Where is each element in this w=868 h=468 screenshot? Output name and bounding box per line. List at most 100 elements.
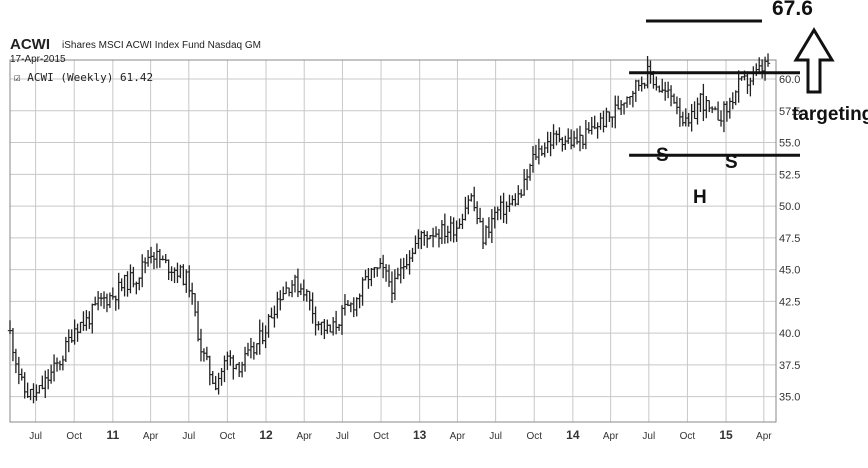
- price-bar: [689, 103, 694, 132]
- price-bar: [469, 193, 474, 202]
- price-bar: [19, 368, 24, 381]
- left-shoulder-label: S: [656, 145, 669, 166]
- price-bar: [721, 101, 727, 133]
- price-bar: [310, 292, 315, 324]
- price-bar: [375, 267, 380, 277]
- gridlines: [10, 60, 776, 422]
- price-bar: [198, 328, 204, 362]
- up-arrow-icon: [793, 27, 835, 94]
- price-bar: [442, 213, 448, 244]
- price-bar: [463, 196, 468, 221]
- price-bar: [751, 66, 756, 86]
- y-tick-label: 52.5: [779, 169, 800, 181]
- right-shoulder-label: S: [725, 152, 738, 173]
- x-tick-label: Jul: [489, 431, 502, 442]
- price-bar: [498, 195, 503, 220]
- price-bar: [698, 93, 703, 113]
- price-bar: [504, 201, 509, 224]
- price-bar: [677, 97, 683, 127]
- price-bar: [128, 264, 133, 294]
- price-bar: [401, 257, 406, 280]
- price-bar: [730, 92, 735, 110]
- price-bar: [110, 287, 116, 300]
- price-bar: [248, 337, 254, 359]
- price-bar: [84, 310, 89, 331]
- price-bar: [289, 280, 295, 298]
- price-bar: [483, 225, 489, 246]
- x-tick-label: Jul: [182, 431, 195, 442]
- plot-frame: [9, 59, 777, 423]
- price-bar: [516, 185, 521, 206]
- price-bar: [175, 262, 180, 284]
- price-bar: [457, 218, 462, 229]
- price-bar: [95, 291, 101, 311]
- price-bar: [119, 278, 124, 292]
- price-bar: [701, 83, 706, 122]
- price-bar: [16, 356, 22, 385]
- price-bar: [439, 220, 445, 245]
- price-bar: [433, 226, 439, 238]
- price-bar: [495, 206, 500, 221]
- price-bar: [466, 195, 471, 215]
- price-bar: [595, 122, 600, 139]
- price-bar: [78, 321, 83, 334]
- price-bar: [519, 189, 524, 198]
- price-bar: [45, 369, 51, 390]
- price-bar: [125, 271, 130, 297]
- pattern-lines: [629, 19, 800, 157]
- price-bar: [231, 355, 236, 380]
- price-bar: [383, 263, 389, 282]
- price-bar: [151, 252, 157, 270]
- price-bar: [627, 96, 633, 105]
- price-bar: [113, 295, 118, 311]
- price-bar: [392, 269, 398, 301]
- price-bar: [7, 320, 13, 335]
- price-bar: [615, 95, 621, 110]
- price-bar: [122, 274, 127, 297]
- x-tick-label: Apr: [450, 431, 466, 442]
- price-bar: [718, 110, 724, 127]
- price-bar: [51, 354, 57, 382]
- price-bar: [633, 79, 639, 102]
- y-tick-label: 57.5: [779, 106, 800, 118]
- price-bar: [140, 254, 145, 288]
- target-value-label: 67.6: [772, 0, 813, 20]
- price-bar: [63, 336, 69, 362]
- price-bar: [236, 362, 242, 378]
- price-bar: [107, 292, 113, 309]
- x-tick-label: 14: [566, 428, 580, 442]
- x-tick-label: Apr: [296, 431, 312, 442]
- price-bar: [674, 96, 680, 115]
- price-bar: [13, 348, 19, 374]
- price-bar: [425, 231, 430, 248]
- price-bar: [272, 305, 277, 328]
- price-bar: [671, 93, 677, 104]
- price-bar: [60, 355, 66, 371]
- head-label: H: [693, 187, 707, 208]
- price-bar: [269, 307, 274, 319]
- price-bar: [542, 142, 547, 158]
- price-bar: [316, 321, 321, 331]
- price-bar: [621, 102, 627, 115]
- price-bar: [219, 368, 224, 386]
- price-bar: [187, 265, 192, 298]
- price-bar: [539, 145, 544, 156]
- y-tick-labels: 35.0 37.5 40.0 42.5 45.0 47.5 50.0 52.5 55.0 57.5…: [779, 74, 800, 404]
- price-bar: [216, 372, 221, 395]
- price-bar: [313, 306, 318, 336]
- price-bar: [137, 277, 142, 291]
- price-bar: [410, 247, 415, 263]
- price-bar: [398, 258, 403, 284]
- price-bar: [566, 128, 571, 144]
- price-bar: [445, 225, 450, 244]
- price-bar: [765, 53, 771, 67]
- fund-name: iShares MSCI ACWI Index Fund Nasdaq GM: [62, 40, 261, 51]
- price-bar: [81, 311, 86, 331]
- price-bar: [704, 95, 709, 119]
- y-tick-label: 47.5: [779, 233, 800, 245]
- price-bar: [257, 319, 262, 355]
- price-bar: [301, 279, 307, 301]
- price-bar: [145, 249, 151, 267]
- price-bar: [192, 293, 198, 317]
- x-tick-label: Oct: [220, 431, 236, 442]
